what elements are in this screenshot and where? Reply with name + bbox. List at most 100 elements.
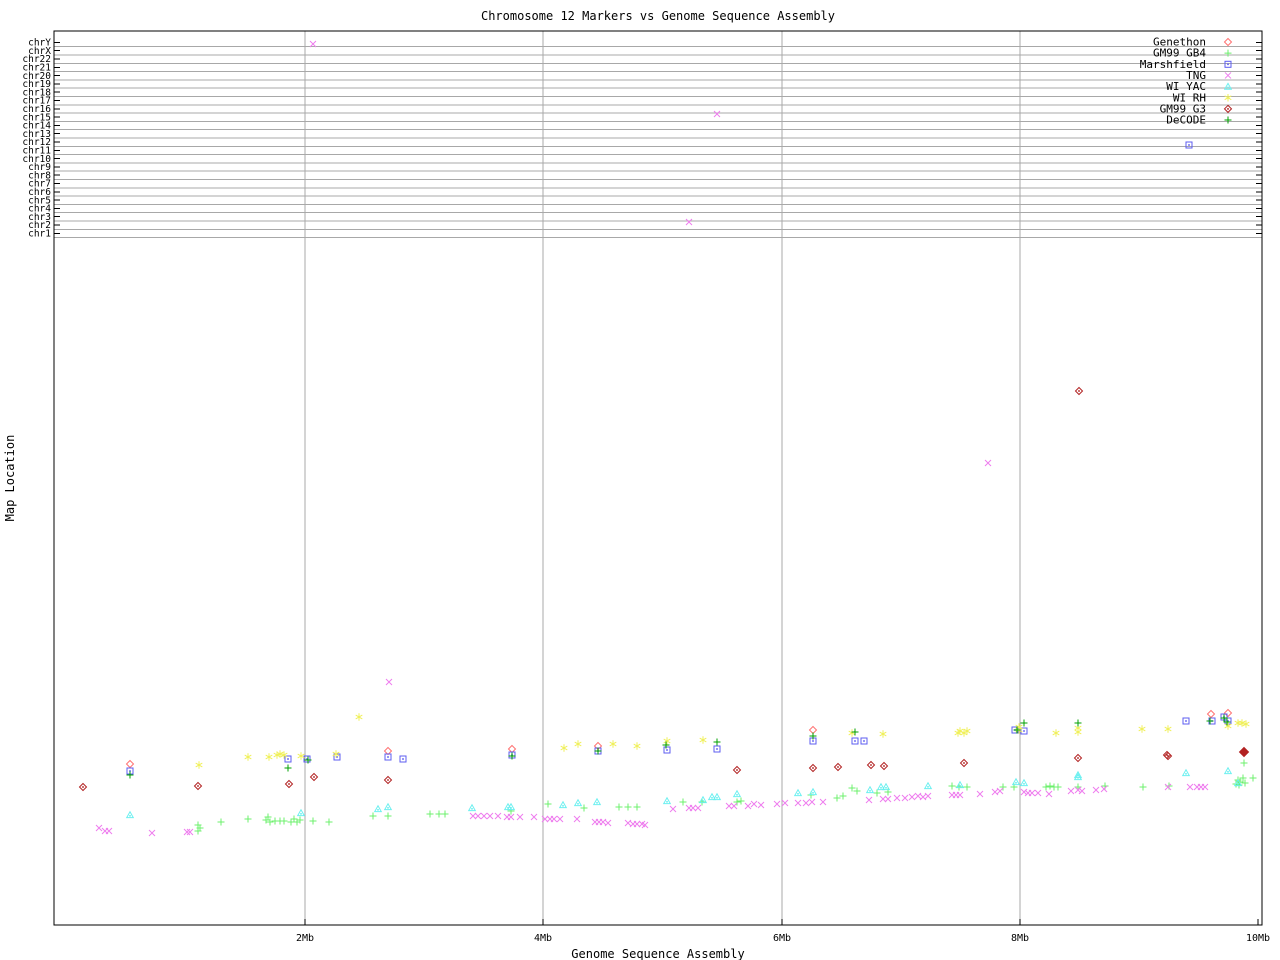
marker-genethon xyxy=(1206,709,1216,719)
marker-tng xyxy=(744,802,752,810)
legend-marker-marshfield-shape xyxy=(1224,60,1232,68)
marker-wi-rh-shape xyxy=(195,761,203,769)
marker-gm99-g3-dot xyxy=(736,769,738,771)
chromosome-row-label: chrX xyxy=(28,46,51,57)
marker-gm99-gb4 xyxy=(544,800,552,808)
marker-gm99-gb4 xyxy=(839,792,847,800)
marker-wi-yac-shape xyxy=(1223,766,1233,775)
marker-tng xyxy=(808,798,816,806)
marker-wi-yac-shape xyxy=(467,803,477,812)
chromosome-row-label: chr7 xyxy=(28,179,51,190)
marker-gm99-gb4 xyxy=(1239,774,1247,782)
marker-tng xyxy=(1201,783,1209,791)
marker-wi-yac-shape xyxy=(296,808,306,817)
marker-gm99-g3 xyxy=(866,760,876,770)
marker-decode-shape xyxy=(1074,719,1082,727)
marker-wi-rh xyxy=(1234,719,1242,727)
marker-decode xyxy=(508,752,516,760)
marker-gm99-gb4-shape xyxy=(999,783,1007,791)
marker-wi-yac-shape xyxy=(1073,772,1083,781)
marker-wi-rh-shape xyxy=(1224,722,1232,730)
marker-marshfield xyxy=(663,746,671,754)
marker-marshfield-dot xyxy=(812,740,814,742)
marker-gm99-gb4 xyxy=(1054,783,1062,791)
marker-wi-rh xyxy=(1164,725,1172,733)
marker-gm99-gb4-shape xyxy=(280,817,288,825)
marker-tng xyxy=(730,802,738,810)
marker-tng-shape xyxy=(725,802,733,810)
marker-wi-yac xyxy=(881,782,891,791)
legend-marker-gm99-g3-shape xyxy=(1223,104,1233,114)
marker-gm99-g3 xyxy=(78,782,88,792)
marker-tng-shape xyxy=(1045,790,1053,798)
legend-marker-wi-yac-dot xyxy=(1227,86,1229,89)
marker-tng xyxy=(1020,788,1028,796)
marker-wi-rh-shape xyxy=(663,737,671,745)
marker-wi-yac-shape xyxy=(955,780,965,789)
marker-marshfield-dot xyxy=(1188,144,1190,146)
marker-wi-yac xyxy=(296,808,306,817)
marker-tng-shape xyxy=(713,110,721,118)
marker-gm99-g3-dot xyxy=(883,765,885,767)
marker-tng-shape xyxy=(1164,783,1172,791)
marker-gm99-gb4-shape xyxy=(266,818,274,826)
marker-wi-yac-dot xyxy=(562,805,564,807)
legend-marker-gm99-g3-dot xyxy=(1227,108,1229,110)
legend-item: DeCODE xyxy=(1166,114,1206,127)
marker-wi-yac-dot xyxy=(507,807,509,809)
marker-gm99-gb4 xyxy=(733,798,741,806)
marker-tng xyxy=(725,802,733,810)
marker-tng-shape xyxy=(956,791,964,799)
marker-wi-yac xyxy=(125,810,135,819)
marker-gm99-gb4 xyxy=(280,817,288,825)
marker-tng-shape xyxy=(884,795,892,803)
marker-tng-shape xyxy=(1028,789,1036,797)
marker-decode xyxy=(304,756,312,764)
marker-gm99-g3 xyxy=(1073,753,1083,763)
legend-marker-wi-yac-shape xyxy=(1223,82,1233,90)
marker-wi-rh-shape xyxy=(633,742,641,750)
marker-gm99-gb4-shape xyxy=(624,803,632,811)
marker-tng xyxy=(694,804,702,812)
marker-gm99-g3 xyxy=(284,779,294,789)
marker-gm99-gb4 xyxy=(1042,783,1050,791)
marker-wi-yac xyxy=(808,787,818,796)
marker-gm99-gb4-shape xyxy=(580,804,588,812)
marker-wi-rh xyxy=(879,730,887,738)
legend-marker-genethon-shape xyxy=(1223,37,1233,47)
marker-tng-shape xyxy=(879,795,887,803)
marker-gm99-gb4-shape xyxy=(1240,759,1248,767)
marker-tng xyxy=(713,110,721,118)
marker-genethon-shape xyxy=(1206,709,1216,719)
marker-genethon-shape xyxy=(1223,708,1233,718)
x-tick-label: 4Mb xyxy=(534,933,552,944)
marker-decode-shape xyxy=(284,764,292,772)
marker-wi-rh xyxy=(355,713,363,721)
marker-wi-rh-shape xyxy=(244,753,252,761)
marker-tng-shape xyxy=(633,820,641,828)
marker-gm99-g3-dot xyxy=(82,786,84,788)
legend-marker-decode xyxy=(1224,116,1232,124)
marker-tng-shape xyxy=(105,827,113,835)
marker-marshfield xyxy=(851,737,859,745)
marker-gm99-gb4-shape xyxy=(1139,783,1147,791)
marker-gm99-g3 xyxy=(959,758,969,768)
marker-tng-shape xyxy=(1092,786,1100,794)
marker-decode-shape xyxy=(809,732,817,740)
marker-gm99-gb4 xyxy=(853,787,861,795)
marker-tng xyxy=(530,813,538,821)
marker-tng xyxy=(984,459,992,467)
legend-item-label: TNG xyxy=(1186,69,1206,82)
marker-gm99-g3-shape xyxy=(808,763,818,773)
marker-gm99-gb4 xyxy=(1241,779,1249,787)
chart-title: Chromosome 12 Markers vs Genome Sequence… xyxy=(480,9,835,23)
marker-marshfield-dot xyxy=(387,756,389,758)
marker-gm99-gb4 xyxy=(1240,759,1248,767)
marker-tng-shape xyxy=(550,815,558,823)
marker-wi-yac-dot xyxy=(596,802,598,804)
marker-gm99-gb4-shape xyxy=(435,810,443,818)
chromosome-row-label: chr8 xyxy=(28,170,51,181)
marker-tng-shape xyxy=(530,813,538,821)
marker-tng-shape xyxy=(996,787,1004,795)
